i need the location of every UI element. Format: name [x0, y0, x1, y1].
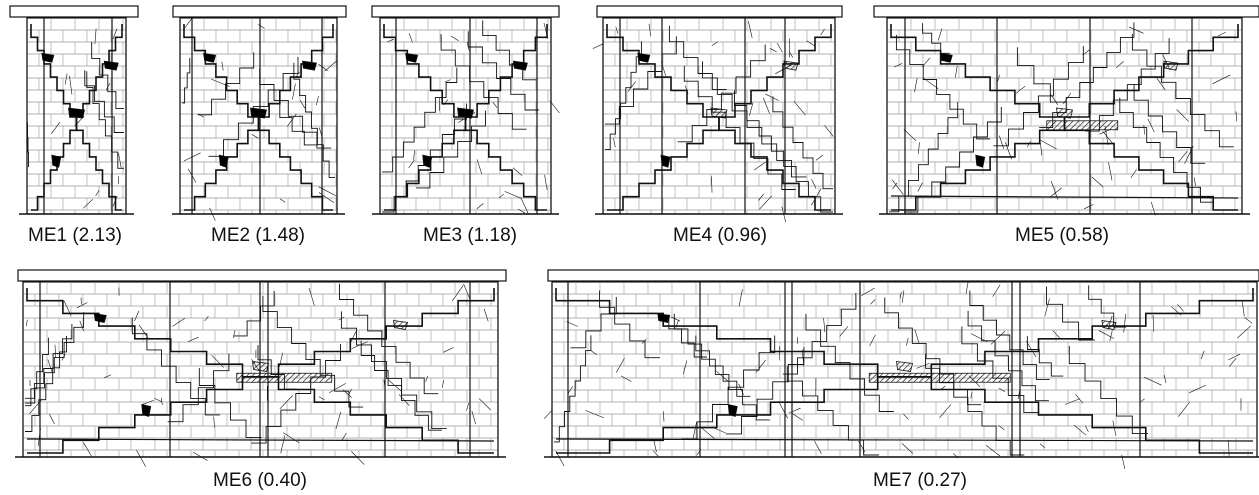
top-beam-me6: [17, 269, 507, 282]
spalled-zone: [301, 60, 317, 71]
panel-label-me2: ME2 (1.48): [211, 225, 305, 246]
top-beam-me2: [172, 5, 347, 18]
wall-me5: [879, 17, 1250, 216]
wall-me3: [372, 17, 560, 215]
spalled-zone: [103, 60, 119, 71]
spalled-zone: [637, 52, 651, 63]
spalled-zone: [457, 107, 474, 119]
wall-me7: [543, 281, 1259, 470]
spalled-zone: [939, 52, 953, 63]
spalled-zone: [41, 52, 55, 63]
spalled-zone: [783, 60, 799, 71]
spalled-zone: [896, 361, 913, 372]
top-beam-me7: [547, 269, 1259, 282]
sliding-crack: [236, 372, 333, 383]
panel-label-me5: ME5 (0.58): [1015, 225, 1109, 246]
spalled-zone: [405, 52, 419, 63]
spalled-zone: [657, 313, 671, 323]
panel-label-me3: ME3 (1.18): [423, 225, 517, 246]
top-beam-me3: [371, 5, 560, 18]
spalled-zone: [1101, 320, 1117, 330]
top-beam-me5: [873, 5, 1259, 18]
spalled-zone: [710, 107, 728, 119]
panel-label-me4: ME4 (0.96): [673, 225, 767, 246]
spalled-zone: [660, 154, 671, 168]
spalled-zone: [422, 154, 433, 168]
wall-me1: [19, 17, 134, 215]
spalled-zone: [203, 52, 217, 63]
spalled-zone: [141, 403, 152, 418]
spalled-zone: [252, 361, 269, 372]
sliding-crack: [868, 372, 1011, 383]
spalled-zone: [218, 154, 229, 168]
wall-me2: [172, 17, 345, 221]
spalled-zone: [1163, 60, 1179, 71]
spalled-zone: [393, 320, 409, 330]
wall-me6: [15, 281, 506, 467]
top-beam-me4: [596, 5, 843, 18]
panel-label-me7: ME7 (0.27): [873, 470, 967, 491]
top-beam-me1: [9, 5, 139, 18]
panel-label-me1: ME1 (2.13): [28, 225, 122, 246]
spalled-zone: [51, 154, 62, 168]
sliding-crack: [1046, 120, 1119, 131]
spalled-zone: [93, 313, 107, 323]
spalled-zone: [68, 107, 85, 119]
spalled-zone: [250, 107, 267, 119]
spalled-zone: [1056, 107, 1073, 119]
spalled-zone: [512, 60, 528, 71]
spalled-zone: [727, 403, 738, 418]
spalled-zone: [975, 154, 986, 168]
wall-me4: [592, 17, 843, 223]
panel-label-me6: ME6 (0.40): [213, 470, 307, 491]
